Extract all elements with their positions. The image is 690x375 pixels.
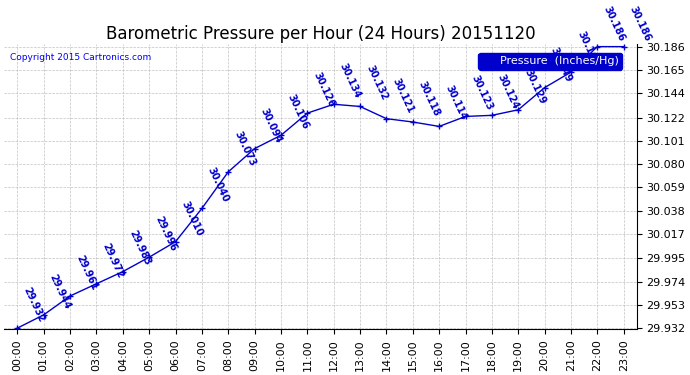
Text: 30.132: 30.132 [364, 64, 389, 102]
Text: 30.094: 30.094 [259, 106, 284, 144]
Text: 29.972: 29.972 [101, 242, 126, 280]
Text: 30.129: 30.129 [522, 68, 547, 106]
Text: 29.932: 29.932 [21, 286, 46, 324]
Text: 30.073: 30.073 [233, 129, 257, 168]
Text: 29.996: 29.996 [153, 215, 178, 253]
Text: 30.149: 30.149 [549, 45, 573, 84]
Text: 29.983: 29.983 [127, 229, 152, 267]
Title: Barometric Pressure per Hour (24 Hours) 20151120: Barometric Pressure per Hour (24 Hours) … [106, 25, 535, 43]
Text: Copyright 2015 Cartronics.com: Copyright 2015 Cartronics.com [10, 53, 152, 62]
Text: 30.124: 30.124 [496, 73, 521, 111]
Text: 30.123: 30.123 [470, 74, 495, 112]
Text: 30.118: 30.118 [417, 80, 442, 118]
Text: 30.163: 30.163 [575, 30, 600, 68]
Text: 30.126: 30.126 [311, 71, 337, 109]
Text: 30.114: 30.114 [443, 84, 469, 122]
Text: 29.944: 29.944 [48, 273, 72, 310]
Legend: Pressure  (Inches/Hg): Pressure (Inches/Hg) [478, 53, 622, 70]
Text: 30.121: 30.121 [391, 76, 415, 114]
Text: 30.106: 30.106 [285, 93, 310, 131]
Text: 30.186: 30.186 [602, 4, 627, 42]
Text: 29.961: 29.961 [75, 254, 99, 292]
Text: 30.040: 30.040 [206, 166, 231, 204]
Text: 30.134: 30.134 [338, 62, 363, 100]
Text: 30.010: 30.010 [179, 199, 205, 237]
Text: 30.186: 30.186 [628, 4, 653, 42]
